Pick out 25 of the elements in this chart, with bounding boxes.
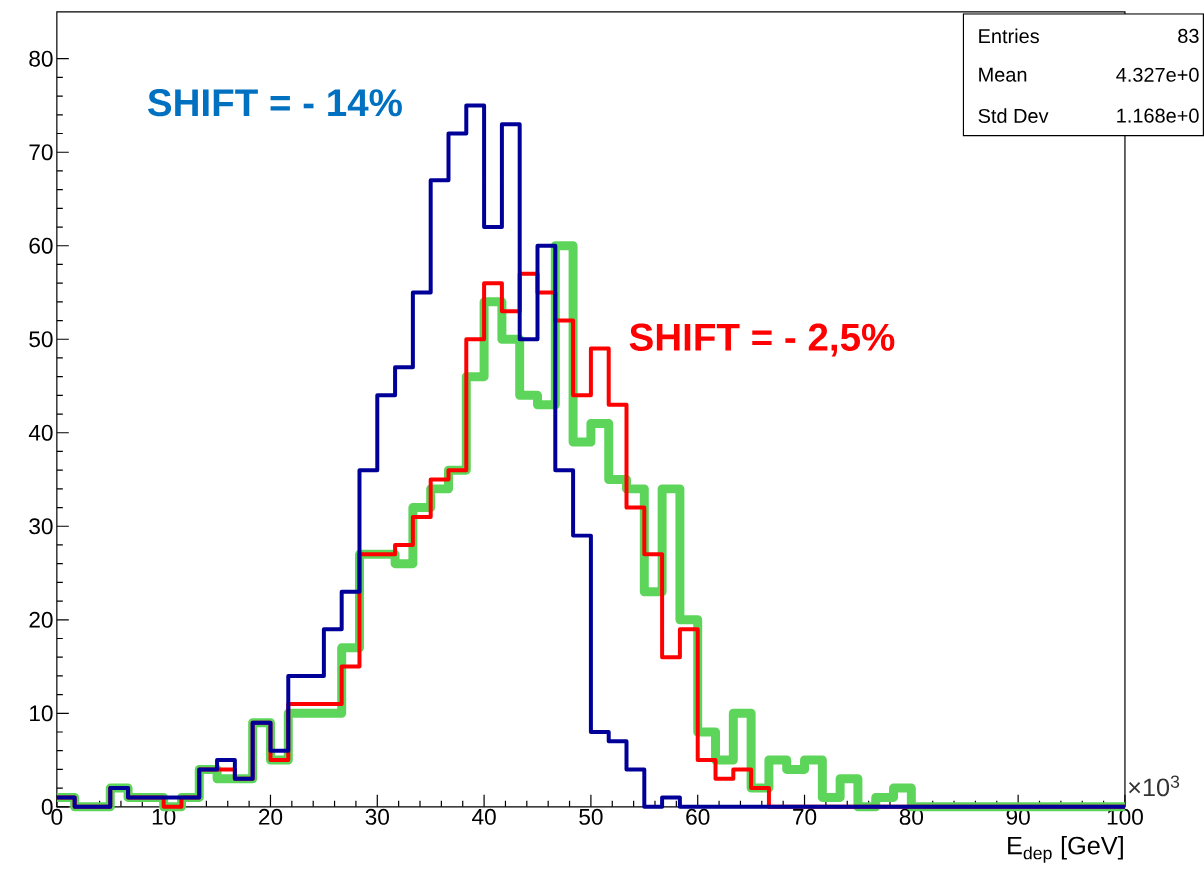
y-tick-label: 80 xyxy=(29,50,53,67)
x-tick-label: 30 xyxy=(365,809,389,826)
x-tick-label: 20 xyxy=(259,809,283,826)
x-axis-title: E$_{dep}$ [GeV] xyxy=(1008,836,1123,864)
x-tick-label: 70 xyxy=(793,809,817,826)
y-tick-label: 70 xyxy=(29,144,53,161)
annotation: SHIFT = - 2,5% xyxy=(629,323,895,357)
y-tick-label: 10 xyxy=(30,705,53,722)
annotation: SHIFT = - 14% xyxy=(147,89,402,117)
y-tick-label: 0 xyxy=(41,798,53,815)
y-tick-label: 60 xyxy=(29,237,53,254)
annotation: 1.168e+0 xyxy=(1117,108,1199,123)
x-tick-label: 40 xyxy=(472,809,496,826)
text: 83 xyxy=(1178,29,1199,44)
annotation: 4.327e+0 xyxy=(1116,67,1199,83)
annotation: Entries xyxy=(979,28,1039,44)
x-tick-label: 50 xyxy=(579,809,603,826)
y-tick-label: 30 xyxy=(29,518,53,535)
annotation: Std Dev xyxy=(978,108,1049,124)
text: ×10$^{3}$ xyxy=(1128,775,1180,797)
x-tick-label: 60 xyxy=(686,809,710,826)
annotation: Mean xyxy=(979,68,1027,82)
y-tick-label: 50 xyxy=(29,331,53,348)
y-tick-label: 20 xyxy=(29,611,53,628)
y-tick-label: 40 xyxy=(28,424,53,441)
